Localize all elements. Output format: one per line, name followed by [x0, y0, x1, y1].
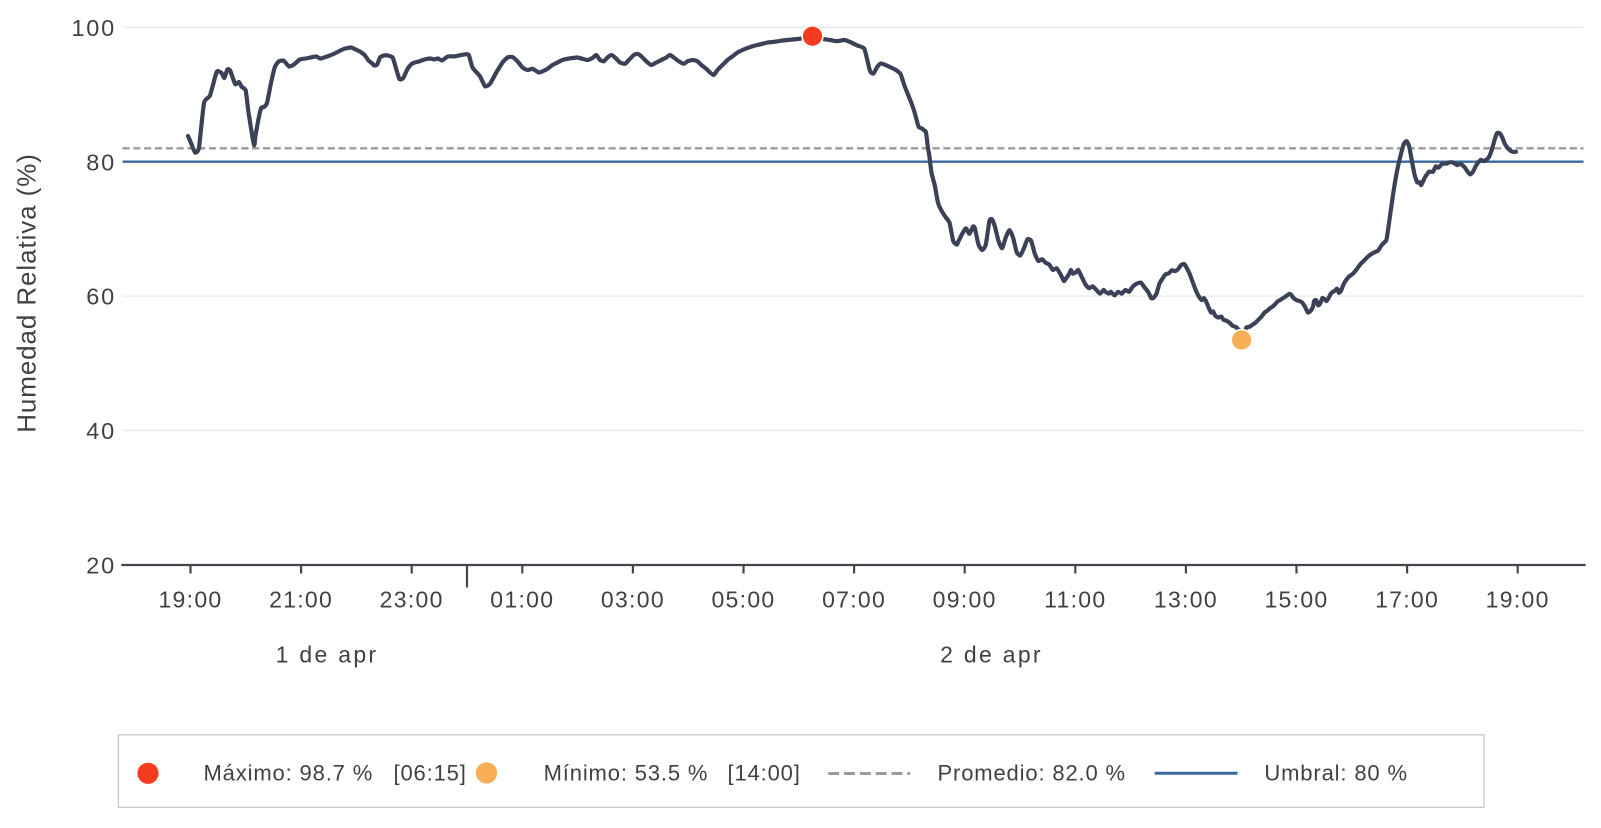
svg-text:Umbral: 80 %: Umbral: 80 %: [1264, 761, 1407, 786]
svg-text:80: 80: [86, 149, 116, 175]
svg-text:2 de apr: 2 de apr: [940, 642, 1043, 668]
svg-text:Humedad Relativa (%): Humedad Relativa (%): [12, 153, 42, 433]
svg-text:21:00: 21:00: [269, 586, 333, 612]
svg-text:17:00: 17:00: [1375, 586, 1439, 612]
svg-text:11:00: 11:00: [1044, 586, 1106, 612]
svg-text:01:00: 01:00: [490, 586, 554, 612]
svg-text:[06:15]: [06:15]: [394, 761, 467, 786]
svg-text:03:00: 03:00: [601, 586, 665, 612]
svg-text:100: 100: [71, 15, 116, 41]
svg-text:19:00: 19:00: [158, 586, 222, 612]
svg-text:07:00: 07:00: [822, 586, 886, 612]
svg-text:13:00: 13:00: [1154, 586, 1218, 612]
svg-text:15:00: 15:00: [1264, 586, 1328, 612]
svg-text:09:00: 09:00: [933, 586, 997, 612]
svg-text:20: 20: [86, 553, 116, 579]
svg-text:[14:00]: [14:00]: [728, 761, 801, 786]
svg-text:05:00: 05:00: [711, 586, 775, 612]
svg-text:Máximo: 98.7 %: Máximo: 98.7 %: [204, 761, 374, 786]
svg-text:19:00: 19:00: [1486, 586, 1550, 612]
svg-text:1 de apr: 1 de apr: [276, 642, 379, 668]
svg-text:Promedio: 82.0 %: Promedio: 82.0 %: [938, 761, 1126, 786]
svg-text:40: 40: [86, 418, 116, 444]
svg-text:23:00: 23:00: [380, 586, 444, 612]
svg-text:Mínimo: 53.5 %: Mínimo: 53.5 %: [544, 761, 709, 786]
svg-text:60: 60: [86, 284, 116, 310]
